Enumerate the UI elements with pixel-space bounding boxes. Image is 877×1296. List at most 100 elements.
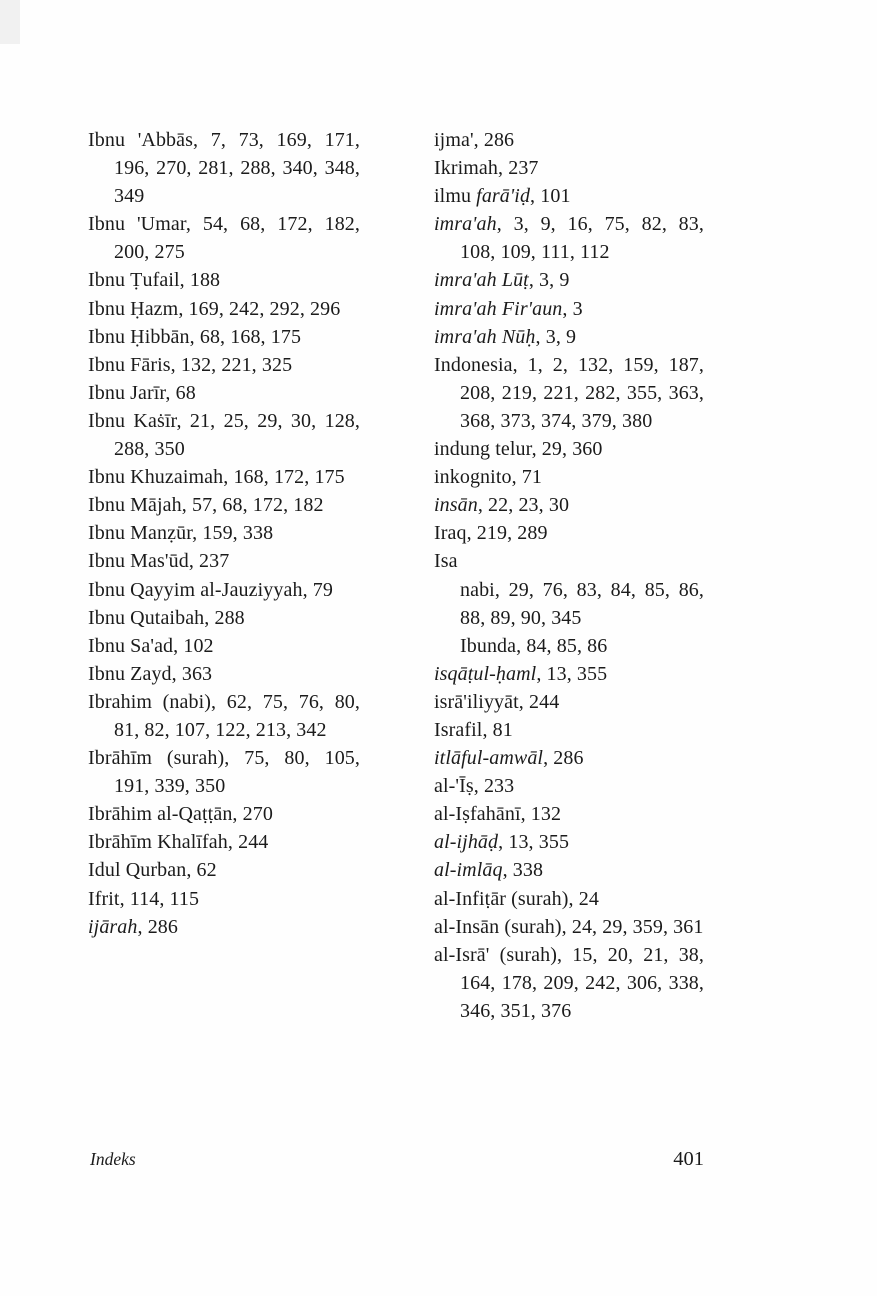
entry-pages: , 62 — [186, 859, 217, 882]
entry-term: ijma' — [434, 129, 474, 151]
index-entry: Israfil, 81 — [434, 716, 704, 744]
index-entry: Ibnu Ḥazm, 169, 242, 292, 296 — [88, 295, 360, 323]
footer-page-number: 401 — [673, 1148, 704, 1170]
index-entry: Ikrimah, 237 — [434, 154, 704, 182]
entry-pages: , 57, 68, 172, 182 — [181, 494, 324, 517]
entry-pages: , 84, 85, 86 — [516, 634, 608, 657]
entry-term: Isa — [434, 550, 458, 573]
index-entry: ijma', 286 — [434, 126, 704, 154]
entry-term: Ibnu Manẓūr — [88, 522, 193, 545]
index-entry: Ibnu Qutaibah, 288 — [88, 604, 360, 632]
entry-pages: , 24, 29, 359, 361 — [561, 915, 704, 938]
entry-term: al-'Īṣ — [434, 775, 474, 798]
entry-pages: , 15, 20, 21, 38, 164, 178, 209, 242, 30… — [460, 943, 704, 1022]
index-entry: insān, 22, 23, 30 — [434, 491, 704, 519]
entry-term: Ibnu Ḥazm — [88, 297, 179, 320]
entry-term: Indonesia — [434, 353, 513, 376]
index-entry: Ibnu Kaṡīr, 21, 25, 29, 30, 128, 288, 35… — [88, 407, 360, 463]
entry-term: indung telur — [434, 438, 532, 461]
index-entry: Ibnu Sa'ad, 102 — [88, 632, 360, 660]
footer-section-label: Indeks — [90, 1149, 136, 1169]
entry-pages: , 3, 9, 16, 75, 82, 83, 108, 109, 111, 1… — [460, 213, 704, 264]
index-subentry: nabi, 29, 76, 83, 84, 85, 86, 88, 89, 90… — [460, 576, 704, 632]
entry-pages: , 132 — [520, 803, 562, 826]
entry-term: Iraq — [434, 522, 467, 545]
entry-pages: , 219, 289 — [466, 522, 548, 545]
entry-pages: , 68 — [165, 381, 196, 404]
entry-pages: , 233 — [473, 775, 515, 798]
entry-pages: , 54, 68, 172, 182, 200, 275 — [114, 213, 361, 264]
entry-term: Ibrāhīm Khalīfah — [88, 831, 228, 854]
entry-pages: , 62, 75, 76, 80, 81, 82, 107, 122, 213,… — [114, 690, 360, 741]
entry-pages: , 7, 73, 169, 171, 196, 270, 281, 288, 3… — [114, 129, 360, 208]
entry-pages: , 114, 115 — [119, 887, 200, 910]
index-entry: Ibnu 'Umar, 54, 68, 172, 182, 200, 275 — [88, 210, 360, 266]
entry-term-italic: al-ijhāḍ — [434, 831, 499, 854]
index-entry: Ibnu Zayd, 363 — [88, 660, 360, 688]
index-entry: isqāṭul-ḥaml, 13, 355 — [434, 660, 704, 688]
index-entry: Ibnu Qayyim al-Jauziyyah, 79 — [88, 576, 360, 604]
index-entry: isrā'iliyyāt, 244 — [434, 688, 704, 716]
index-entry: Ibnu Khuzaimah, 168, 172, 175 — [88, 463, 360, 491]
entry-term: Israfil — [434, 718, 483, 741]
index-entry: Ifrit, 114, 115 — [88, 885, 360, 913]
entry-term: ilmu — [434, 185, 477, 208]
index-entry: al-Infiṭār (surah), 24 — [434, 885, 704, 913]
index-entry: itlāful-amwāl, 286 — [434, 744, 704, 772]
index-entry: Indonesia, 1, 2, 132, 159, 187, 208, 219… — [434, 351, 704, 435]
entry-pages: , 286 — [137, 915, 178, 938]
scan-artifact — [0, 0, 20, 44]
entry-term-italic: imra'ah Lūṭ — [434, 269, 529, 292]
entry-pages: , 79 — [302, 578, 333, 601]
index-entry: Ibnu Jarīr, 68 — [88, 379, 360, 407]
entry-term-italic: imra'ah Fir'aun — [434, 297, 563, 320]
entry-term: isrā'iliyyāt — [434, 690, 519, 713]
entry-pages: , 29, 360 — [531, 438, 603, 461]
index-entry: Ibnu Ḥibbān, 68, 168, 175 — [88, 323, 360, 351]
index-entry: al-Insān (surah), 24, 29, 359, 361 — [434, 913, 704, 941]
entry-term: al-Isrā' (surah) — [434, 943, 557, 966]
entry-term: Ibnu 'Umar — [88, 213, 186, 236]
index-column-right: ijma', 286 Ikrimah, 237 ilmu farā'iḍ, 101 i… — [434, 126, 704, 1025]
entry-pages: , 270 — [232, 803, 273, 826]
entry-pages: , 169, 242, 292, 296 — [178, 297, 341, 320]
index-entry: Ibnu Manẓūr, 159, 338 — [88, 519, 360, 547]
entry-pages: , 288 — [204, 606, 245, 629]
index-entry: Ibnu Fāris, 132, 221, 325 — [88, 351, 360, 379]
entry-term-italic: imra'ah Nūḥ — [434, 325, 536, 348]
index-entry: Ibnu 'Abbās, 7, 73, 169, 171, 196, 270, … — [88, 126, 360, 210]
index-entry: ijārah, 286 — [88, 913, 360, 941]
entry-term-italic: ijārah — [88, 915, 138, 938]
entry-term: Ibnu Qutaibah — [88, 606, 205, 629]
entry-pages: , 168, 172, 175 — [223, 466, 345, 489]
entry-pages: , 244 — [518, 690, 560, 713]
entry-pages: , 68, 168, 175 — [189, 325, 302, 348]
index-entry: Idul Qurban, 62 — [88, 856, 360, 884]
index-subentry: Ibunda, 84, 85, 86 — [460, 632, 704, 660]
entry-pages: , 13, 355 — [498, 831, 570, 854]
entry-term: Ibnu 'Abbās — [88, 129, 194, 151]
index-entry: Isa — [434, 547, 704, 575]
entry-pages: , 363 — [171, 662, 213, 685]
entry-term: Ifrit — [88, 887, 120, 910]
index-entry: al-Iṣfahānī, 132 — [434, 800, 704, 828]
entry-pages: , 159, 338 — [192, 522, 274, 545]
index-entry: al-ijhāḍ, 13, 355 — [434, 828, 704, 856]
entry-pages: , 71 — [511, 466, 542, 489]
entry-term: nabi — [460, 578, 495, 601]
entry-pages: , 338 — [502, 859, 544, 882]
entry-term-italic: itlāful-amwāl — [434, 747, 544, 770]
entry-pages: , 22, 23, 30 — [477, 494, 570, 517]
entry-pages: , 101 — [530, 185, 571, 208]
index-entry: inkognito, 71 — [434, 463, 704, 491]
entry-term: Ibunda — [460, 634, 517, 657]
entry-term-italic: al-imlāq — [434, 859, 503, 882]
entry-term: Ibrāhim al-Qaṭṭān — [88, 803, 233, 826]
entry-pages: , 29, 76, 83, 84, 85, 86, 88, 89, 90, 34… — [460, 578, 704, 629]
index-entry: Ibrāhīm Khalīfah, 244 — [88, 828, 360, 856]
entry-term: Ibnu Mas'ūd — [88, 550, 189, 573]
index-entry: imra'ah Lūṭ, 3, 9 — [434, 266, 704, 294]
entry-term: Ibnu Zayd — [88, 662, 172, 685]
index-entry: imra'ah Nūḥ, 3, 9 — [434, 323, 704, 351]
